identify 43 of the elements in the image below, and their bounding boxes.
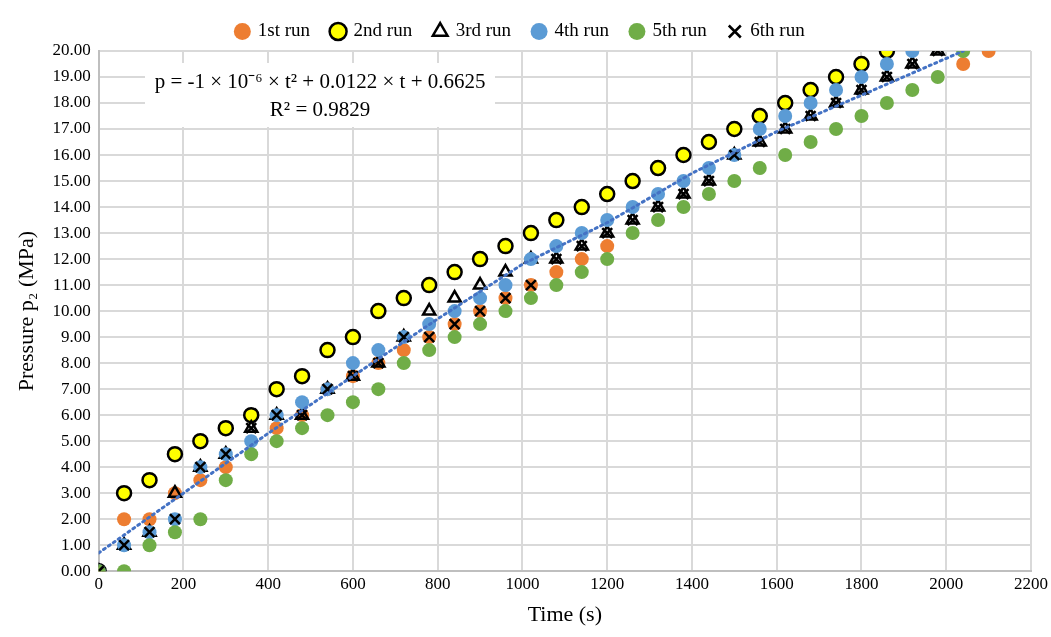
x-tick-label: 2000 (929, 573, 964, 593)
annotation: R² = 0.9829 (269, 97, 371, 121)
x-tick-label: 800 (424, 573, 451, 593)
y-tick-label: 6.00 (60, 404, 91, 424)
x-tick-label: 1800 (844, 573, 879, 593)
y-tick-label: 19.00 (52, 66, 91, 86)
y-tick-label: 0.00 (60, 560, 91, 580)
y-tick-label: 20.00 (52, 40, 91, 60)
y-tick-label: 5.00 (60, 430, 91, 450)
legend-label: 1st run (257, 19, 311, 41)
y-tick-label: 15.00 (52, 170, 91, 190)
legend-label: 3rd run (455, 19, 512, 41)
y-tick-label: 4.00 (60, 456, 91, 476)
y-tick-label: 7.00 (60, 378, 91, 398)
y-tick-label: 12.00 (52, 248, 91, 268)
x-tick-label: 0 (94, 573, 103, 593)
y-tick-label: 16.00 (52, 144, 91, 164)
x-tick-label: 600 (340, 573, 366, 593)
x-tick-label: 1200 (590, 573, 625, 593)
y-tick-label: 18.00 (52, 92, 91, 112)
y-tick-label: 8.00 (60, 352, 91, 372)
y-tick-label: 11.00 (53, 274, 91, 294)
legend-label: 6th run (750, 19, 806, 41)
y-tick-label: 9.00 (60, 326, 91, 346)
y-tick-label: 14.00 (52, 196, 91, 216)
x-tick-label: 1400 (674, 573, 709, 593)
x-tick-label: 400 (255, 573, 281, 593)
legend-label: 4th run (554, 19, 610, 41)
y-axis-title: Pressure p₂ (MPa) (12, 230, 38, 392)
x-tick-label: 2200 (1014, 573, 1048, 593)
y-tick-label: 3.00 (60, 482, 91, 502)
y-tick-label: 17.00 (52, 118, 91, 138)
y-tick-label: 1.00 (60, 534, 91, 554)
x-axis-title: Time (s) (527, 600, 603, 626)
y-tick-label: 10.00 (52, 300, 91, 320)
y-tick-label: 2.00 (60, 508, 91, 528)
y-tick-label: 13.00 (52, 222, 91, 242)
legend-label: 2nd run (353, 19, 413, 41)
annotation: p = -1 × 10⁻⁶ × t² + 0.0122 × t + 0.6625 (154, 69, 486, 93)
legend-label: 5th run (652, 19, 708, 41)
x-tick-label: 1600 (759, 573, 794, 593)
x-tick-label: 200 (170, 573, 197, 593)
x-tick-label: 1000 (505, 573, 540, 593)
